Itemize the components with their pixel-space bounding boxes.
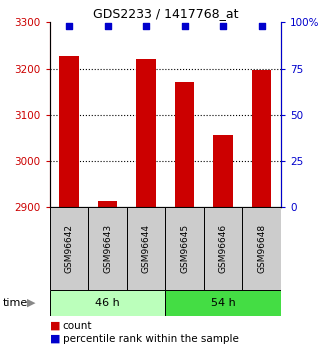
Text: ▶: ▶ [27, 298, 36, 308]
Text: 46 h: 46 h [95, 298, 120, 308]
Bar [98, 201, 117, 207]
Text: GSM96646: GSM96646 [219, 224, 228, 273]
Text: ■: ■ [50, 321, 60, 331]
Text: GSM96645: GSM96645 [180, 224, 189, 273]
Bar [165, 290, 281, 316]
Title: GDS2233 / 1417768_at: GDS2233 / 1417768_at [92, 7, 238, 20]
Bar [127, 207, 165, 290]
Point [182, 23, 187, 29]
Bar [136, 59, 156, 207]
Text: 54 h: 54 h [211, 298, 236, 308]
Point [105, 23, 110, 29]
Bar [242, 207, 281, 290]
Bar [50, 290, 165, 316]
Text: GSM96644: GSM96644 [142, 224, 151, 273]
Point [66, 23, 72, 29]
Bar [175, 82, 194, 207]
Point [259, 23, 264, 29]
Text: count: count [63, 321, 92, 331]
Text: percentile rank within the sample: percentile rank within the sample [63, 334, 239, 344]
Text: time: time [3, 298, 29, 308]
Bar [59, 56, 79, 207]
Bar [165, 207, 204, 290]
Bar [252, 70, 271, 207]
Bar [204, 207, 242, 290]
Bar [50, 207, 88, 290]
Bar [88, 207, 127, 290]
Text: GSM96643: GSM96643 [103, 224, 112, 273]
Point [143, 23, 149, 29]
Text: GSM96648: GSM96648 [257, 224, 266, 273]
Text: ■: ■ [50, 334, 60, 344]
Text: GSM96642: GSM96642 [65, 224, 74, 273]
Point [221, 23, 226, 29]
Bar [213, 136, 233, 207]
